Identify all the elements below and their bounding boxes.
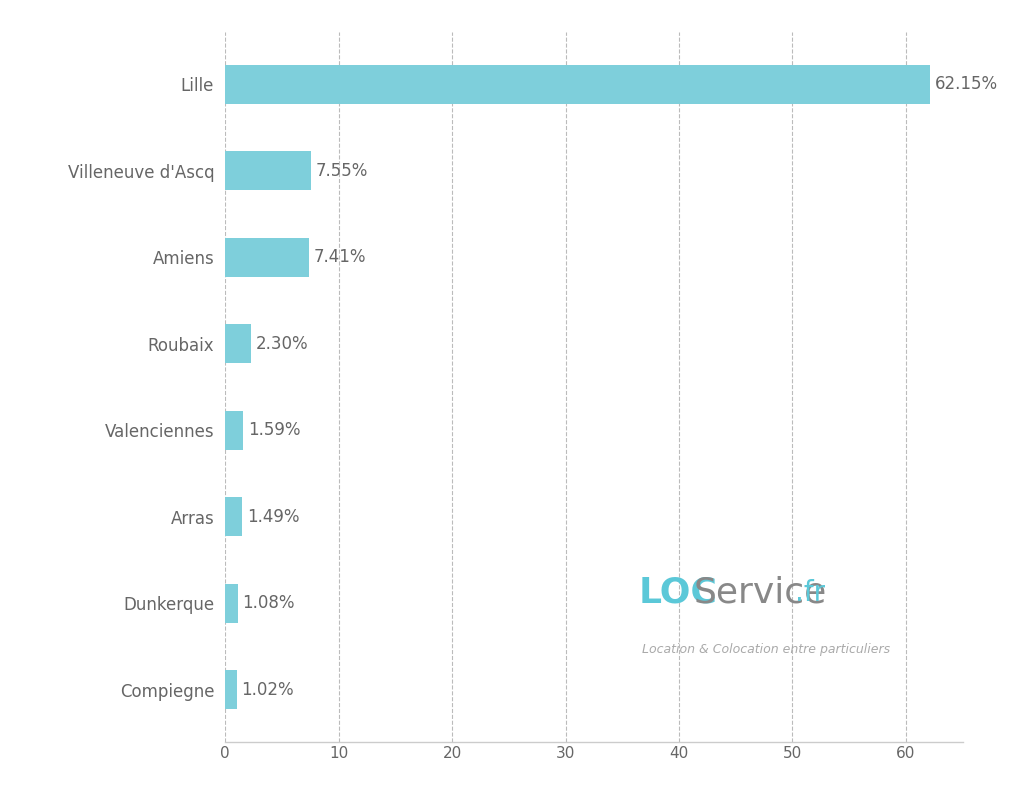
Text: 1.59%: 1.59%: [248, 421, 300, 439]
Bar: [225, 152, 311, 190]
Text: 1.02%: 1.02%: [242, 680, 294, 699]
Text: 1.49%: 1.49%: [247, 508, 299, 526]
Bar: [225, 497, 243, 536]
Text: 7.55%: 7.55%: [315, 162, 368, 180]
Text: LOC: LOC: [638, 575, 717, 609]
Text: 2.30%: 2.30%: [256, 334, 308, 353]
Bar: [225, 670, 237, 709]
Text: .fr: .fr: [796, 579, 825, 607]
Bar: [225, 324, 251, 363]
Bar: [225, 584, 238, 622]
Bar: [225, 64, 930, 104]
Bar: [225, 238, 309, 276]
Text: 7.41%: 7.41%: [314, 248, 367, 266]
Text: Service: Service: [693, 575, 826, 609]
Text: Location & Colocation entre particuliers: Location & Colocation entre particuliers: [642, 643, 890, 656]
Text: 1.08%: 1.08%: [242, 594, 295, 612]
Text: 62.15%: 62.15%: [935, 75, 998, 93]
Bar: [225, 411, 244, 450]
